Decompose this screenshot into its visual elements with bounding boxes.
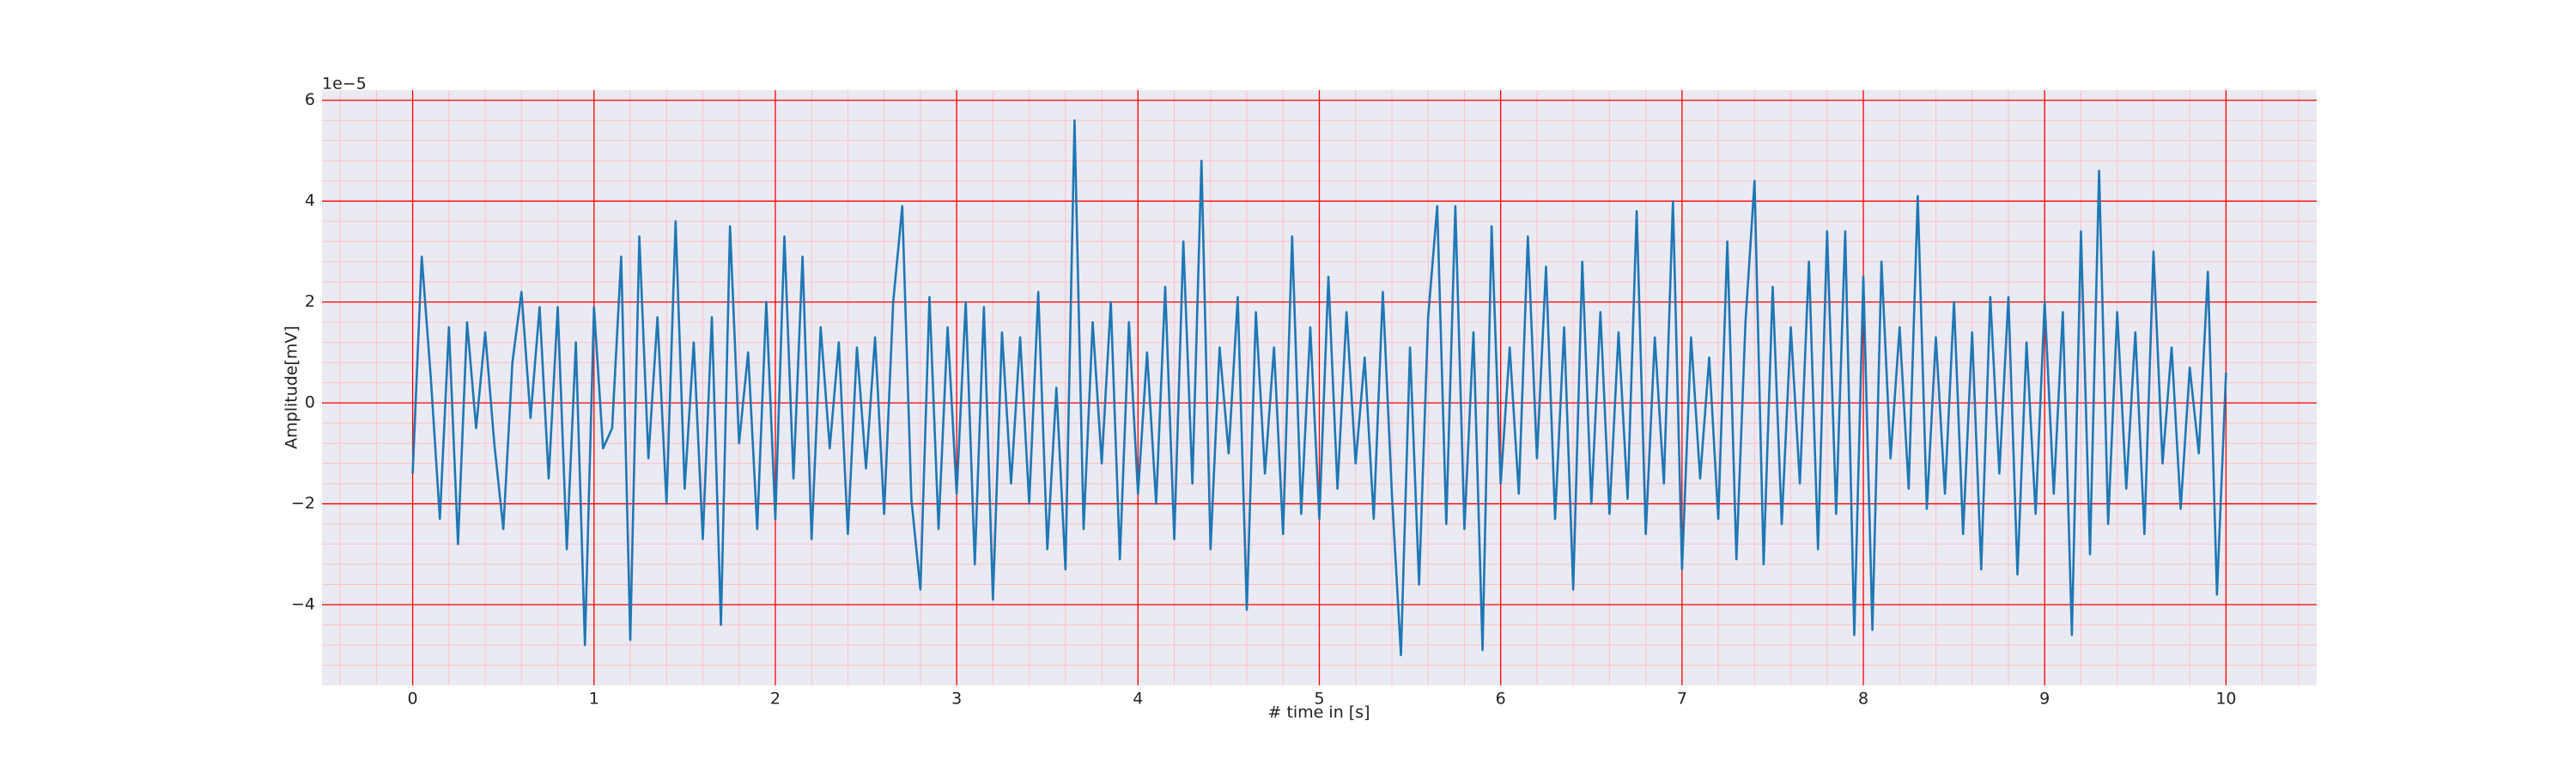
x-tick-label: 10 <box>2215 690 2236 709</box>
x-tick-label: 1 <box>589 690 599 709</box>
y-tick-label: 6 <box>305 90 315 109</box>
y-tick-label: −4 <box>291 595 315 614</box>
y-tick-label: −2 <box>291 494 315 513</box>
y-tick-label: 4 <box>305 192 315 210</box>
y-axis-label: Amplitude[mV] <box>283 326 301 449</box>
x-tick-label: 4 <box>1133 690 1143 709</box>
x-tick-label: 0 <box>408 690 418 709</box>
y-tick-label: 0 <box>305 393 315 412</box>
x-tick-label: 9 <box>2039 690 2050 709</box>
y-tick-label: 2 <box>305 292 315 311</box>
data-line <box>411 119 2227 657</box>
x-tick-label: 7 <box>1677 690 1687 709</box>
x-tick-label: 6 <box>1496 690 1506 709</box>
x-axis-label: # time in [s] <box>1267 703 1370 722</box>
x-tick-label: 2 <box>770 690 781 709</box>
x-tick-label: 3 <box>951 690 962 709</box>
x-tick-label: 5 <box>1314 690 1324 709</box>
x-tick-label: 8 <box>1858 690 1868 709</box>
y-offset-label: 1e−5 <box>322 75 367 94</box>
